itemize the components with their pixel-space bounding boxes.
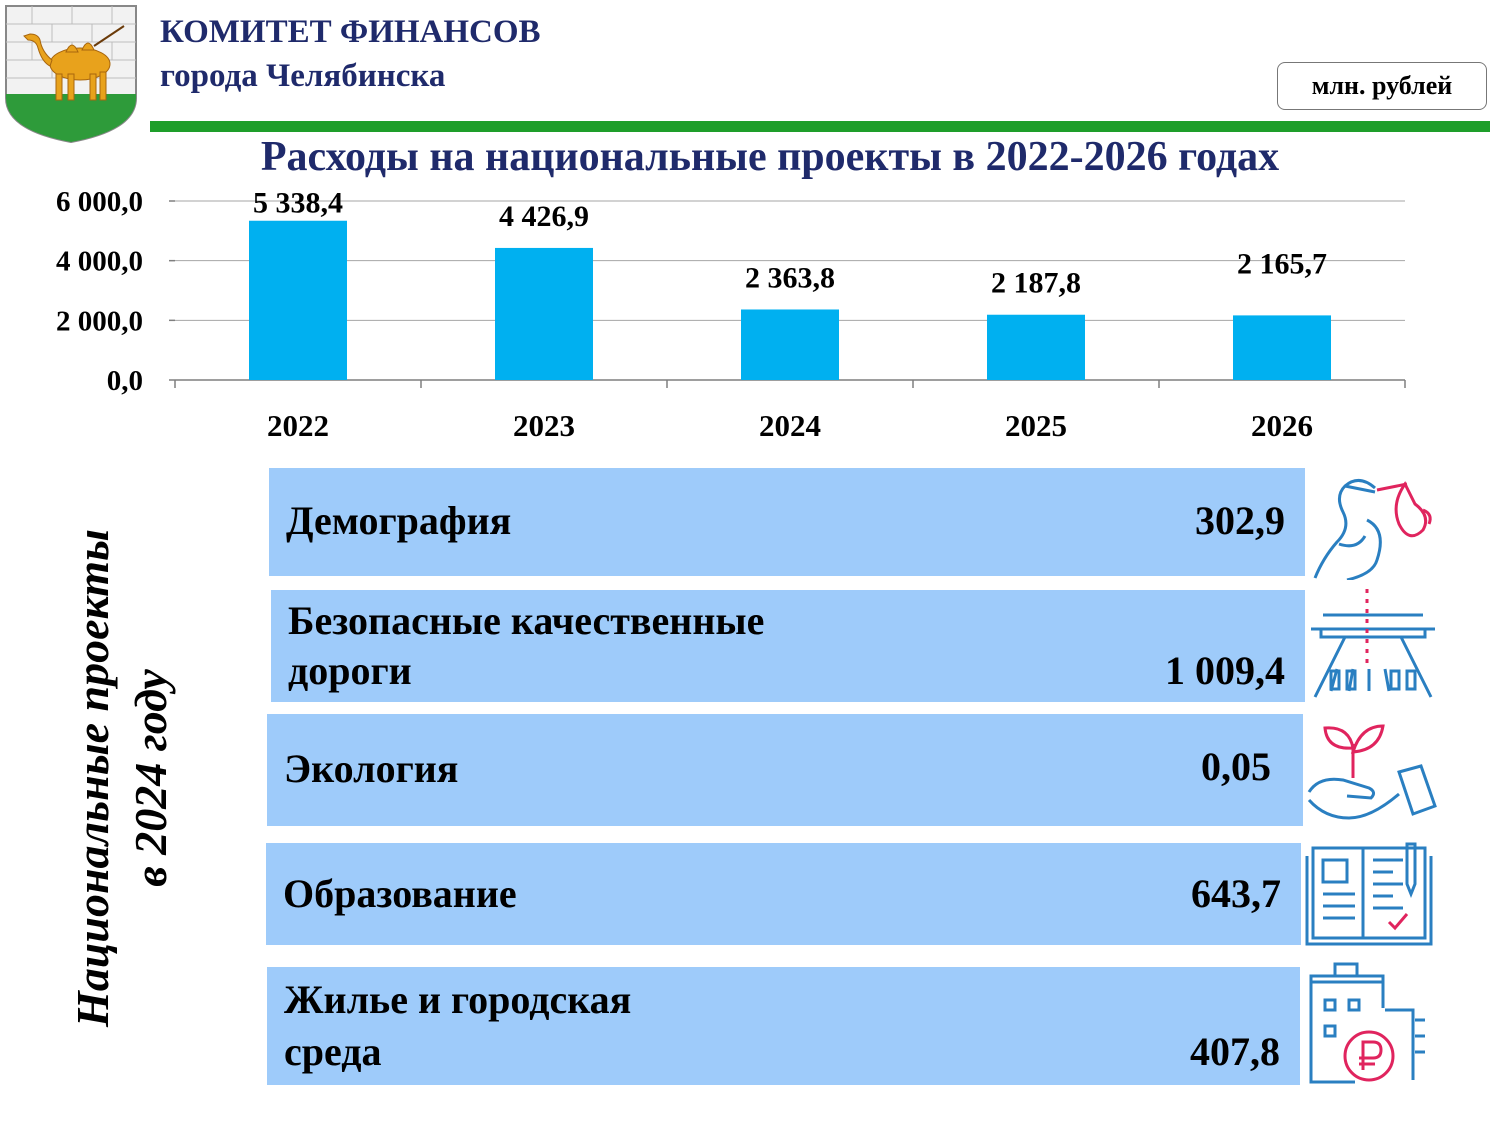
project-value: 302,9 (1195, 498, 1285, 543)
x-tick-label-2022: 2022 (267, 408, 329, 443)
project-name: Жилье и городская (284, 977, 632, 1022)
x-tick-label-2023: 2023 (513, 408, 575, 443)
header-divider (150, 121, 1490, 132)
y-tick-label: 4 000,0 (56, 246, 143, 278)
x-tick-label-2025: 2025 (1005, 408, 1067, 443)
bar-2024 (741, 309, 839, 380)
project-value: 0,05 (1201, 744, 1271, 789)
stork-icon (1313, 479, 1432, 580)
data-label-2025: 2 187,8 (991, 267, 1081, 300)
project-row-education: Образование 643,7 (266, 843, 1301, 945)
project-name: Безопасные качественные (288, 598, 765, 643)
data-label-2024: 2 363,8 (745, 261, 835, 294)
bar-2026 (1233, 315, 1331, 380)
project-value: 407,8 (1190, 1029, 1280, 1074)
chelyabinsk-emblem-icon (5, 5, 137, 144)
x-tick-label-2024: 2024 (759, 408, 821, 443)
side-label-line2: в 2024 году (125, 668, 176, 887)
project-name-line2: дороги (288, 648, 412, 693)
unit-badge: млн. рублей (1277, 62, 1487, 110)
org-name-line1: КОМИТЕТ ФИНАНСОВ (160, 14, 541, 50)
project-name-line2: среда (284, 1029, 382, 1074)
data-label-2022: 5 338,4 (253, 187, 343, 220)
house-ruble-icon (1309, 962, 1425, 1084)
side-label: Национальные проекты в 2024 году (42, 460, 202, 1095)
data-label-2026: 2 165,7 (1237, 247, 1327, 280)
side-label-line1: Национальные проекты (67, 528, 118, 1027)
project-row-roads: Безопасные качественные дороги 1 009,4 (271, 590, 1305, 702)
project-row-housing: Жилье и городская среда 407,8 (267, 967, 1300, 1085)
y-tick-label: 2 000,0 (56, 305, 143, 337)
road-icon (1311, 589, 1435, 698)
bar-2022 (249, 220, 347, 380)
project-name: Образование (283, 871, 517, 916)
project-value: 1 009,4 (1165, 648, 1285, 693)
bar-2025 (987, 314, 1085, 380)
book-pen-icon (1305, 842, 1433, 946)
sprout-hand-icon (1307, 724, 1437, 820)
y-tick-label: 6 000,0 (56, 186, 143, 218)
bar-chart: 0,0 2 000,0 4 000,0 6 000,0 5 338,4 4 426,9 2… (56, 186, 1406, 443)
org-name-line2: города Челябинска (160, 58, 446, 94)
project-row-ecology: Экология 0,05 (267, 714, 1303, 826)
x-tick-label-2026: 2026 (1251, 408, 1313, 443)
y-tick-label: 0,0 (107, 365, 143, 397)
page-title: Расходы на национальные проекты в 2022-2… (260, 134, 1280, 180)
project-name: Демография (286, 498, 512, 543)
data-label-2023: 4 426,9 (499, 200, 589, 233)
project-value: 643,7 (1191, 871, 1281, 916)
bar-2023 (495, 247, 593, 380)
project-row-demography: Демография 302,9 (269, 468, 1305, 576)
project-name: Экология (284, 746, 459, 791)
